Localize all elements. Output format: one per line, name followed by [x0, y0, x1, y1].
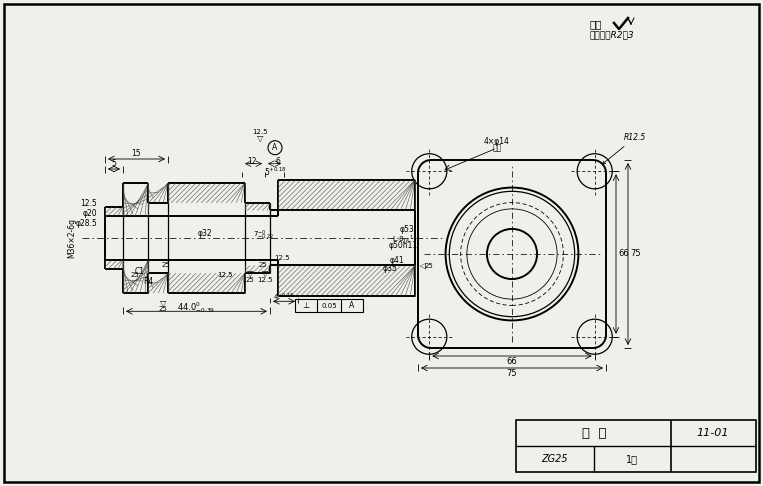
- Text: 75: 75: [507, 368, 517, 378]
- Text: 7$^{-0}_{-0.22}$: 7$^{-0}_{-0.22}$: [253, 228, 273, 242]
- Text: R4: R4: [143, 277, 153, 285]
- Text: 66: 66: [507, 357, 517, 365]
- Text: ▽: ▽: [159, 298, 166, 308]
- Text: ▽: ▽: [418, 262, 427, 269]
- Text: φ50h11: φ50h11: [388, 242, 417, 250]
- Text: 11-01: 11-01: [697, 428, 729, 438]
- Bar: [295, 299, 363, 312]
- Text: φ41: φ41: [390, 256, 404, 265]
- Text: A: A: [349, 301, 355, 310]
- Text: 12.5: 12.5: [80, 199, 97, 208]
- Text: M36×2-6g: M36×2-6g: [67, 218, 76, 258]
- Text: ▽: ▽: [257, 133, 263, 142]
- Text: 15: 15: [132, 150, 141, 158]
- Text: 75: 75: [631, 249, 642, 259]
- Text: ZG25: ZG25: [542, 454, 568, 464]
- Text: 44.0$^{0}_{-0.39}$: 44.0$^{0}_{-0.39}$: [177, 300, 216, 315]
- Text: C1: C1: [135, 266, 145, 276]
- Text: φ20: φ20: [82, 209, 97, 219]
- Text: φ32: φ32: [198, 228, 212, 238]
- Text: A: A: [272, 143, 278, 152]
- Text: 25: 25: [425, 262, 433, 268]
- Text: ⊥: ⊥: [302, 301, 310, 310]
- Text: 25: 25: [162, 262, 170, 268]
- Text: 66: 66: [619, 249, 629, 259]
- Text: 25: 25: [130, 272, 140, 278]
- Text: 12.5: 12.5: [257, 277, 272, 282]
- Text: ▽: ▽: [246, 269, 253, 278]
- Text: 其余: 其余: [590, 19, 603, 29]
- Text: L.8$_{16}$$^{1}$: L.8$_{16}$$^{1}$: [392, 234, 414, 246]
- Text: 未注圆角R2～3: 未注圆角R2～3: [590, 31, 635, 39]
- Text: 阀  盖: 阀 盖: [581, 427, 607, 439]
- Text: 1件: 1件: [626, 454, 638, 464]
- Text: 12.5: 12.5: [274, 255, 290, 260]
- Text: φ35: φ35: [382, 264, 398, 273]
- Bar: [516, 420, 756, 472]
- Text: 0.05: 0.05: [321, 303, 336, 309]
- Text: 25: 25: [259, 262, 267, 268]
- Text: φ28.5: φ28.5: [76, 220, 97, 228]
- Text: 4$^{+0.18}$: 4$^{+0.18}$: [273, 292, 295, 303]
- Text: 12.5: 12.5: [217, 272, 233, 278]
- Text: 25: 25: [159, 306, 167, 312]
- Text: 6: 6: [275, 157, 281, 166]
- Text: φ53: φ53: [400, 226, 414, 235]
- Text: ▽: ▽: [262, 269, 269, 278]
- Text: 通孔: 通孔: [492, 143, 501, 153]
- Text: R12.5: R12.5: [602, 133, 646, 164]
- Text: 12: 12: [247, 157, 257, 166]
- Text: 25: 25: [246, 277, 254, 282]
- Text: 5$^{+0.18}$: 5$^{+0.18}$: [263, 166, 286, 178]
- Text: 4×φ14: 4×φ14: [484, 138, 510, 146]
- Text: 5: 5: [111, 159, 117, 169]
- Text: 12.5: 12.5: [253, 129, 268, 135]
